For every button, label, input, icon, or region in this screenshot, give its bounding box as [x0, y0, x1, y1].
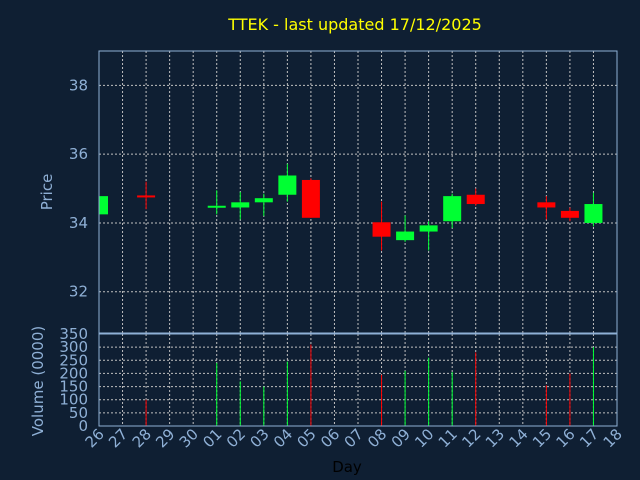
x-tick-label: 01 — [199, 425, 225, 451]
x-tick-label: 30 — [176, 425, 202, 451]
volume-plot-frame — [98, 333, 618, 427]
x-tick-label: 04 — [270, 425, 296, 451]
candle-body — [99, 196, 108, 215]
volume-y-tick-label: 150 — [59, 378, 88, 396]
candle-body — [396, 231, 415, 241]
candle-body — [278, 175, 297, 195]
volume-y-tick-label: 300 — [59, 338, 88, 356]
candle-body — [443, 196, 462, 222]
x-tick-label: 02 — [223, 425, 249, 451]
x-tick-label: 12 — [458, 425, 484, 451]
x-tick-label: 03 — [246, 425, 272, 451]
candle-body — [419, 225, 438, 232]
candle-body — [372, 222, 391, 237]
price-grid — [99, 51, 617, 333]
candle-body — [537, 202, 556, 208]
x-tick-label: 18 — [600, 425, 626, 451]
x-tick-label: 27 — [105, 425, 131, 451]
x-tick-label: 16 — [553, 425, 579, 451]
x-tick-labels: 2627282930010203040506070809101112131415… — [82, 425, 626, 451]
price-axis-label: Price — [38, 174, 56, 211]
price-y-ticks: 32 34 36 38 — [69, 76, 88, 300]
x-tick-label: 11 — [435, 425, 461, 451]
x-tick-label: 10 — [411, 425, 437, 451]
x-tick-label: 17 — [576, 425, 602, 451]
volume-y-tick-label: 100 — [59, 391, 88, 409]
volume-grid — [99, 334, 617, 426]
price-y-tick-label: 36 — [69, 145, 88, 163]
x-tick-label: 29 — [152, 425, 178, 451]
candle-body — [560, 210, 579, 218]
x-axis-label: Day — [332, 458, 362, 476]
candle-body — [207, 205, 226, 208]
volume-y-tick-label: 0 — [78, 417, 88, 435]
x-tick-label: 06 — [317, 425, 343, 451]
chart-title: TTEK - last updated 17/12/2025 — [227, 15, 482, 34]
price-candles — [98, 163, 603, 251]
price-y-tick-label: 32 — [69, 283, 88, 301]
volume-bars — [145, 344, 594, 426]
x-tick-label: 28 — [129, 425, 155, 451]
volume-y-tick-label: 50 — [69, 404, 88, 422]
x-tick-label: 14 — [505, 425, 531, 451]
x-tick-label: 13 — [482, 425, 508, 451]
price-y-tick-label: 34 — [69, 214, 88, 232]
candle-body — [254, 198, 273, 203]
volume-y-tick-label: 250 — [59, 351, 88, 369]
candle-body — [584, 204, 603, 223]
volume-y-tick-label: 350 — [59, 325, 88, 343]
price-plot-frame — [98, 50, 618, 334]
x-tick-label: 09 — [388, 425, 414, 451]
volume-y-tick-label: 200 — [59, 364, 88, 382]
candle-body — [137, 195, 156, 198]
volume-axis-label: Volume (0000) — [29, 326, 47, 436]
price-y-tick-label: 38 — [69, 76, 88, 94]
candle-body — [231, 202, 250, 208]
candle-body — [301, 179, 320, 218]
x-tick-label: 05 — [294, 425, 320, 451]
x-tick-label: 07 — [341, 425, 367, 451]
x-tick-label: 15 — [529, 425, 555, 451]
candle-body — [466, 194, 485, 205]
x-tick-label: 08 — [364, 425, 390, 451]
